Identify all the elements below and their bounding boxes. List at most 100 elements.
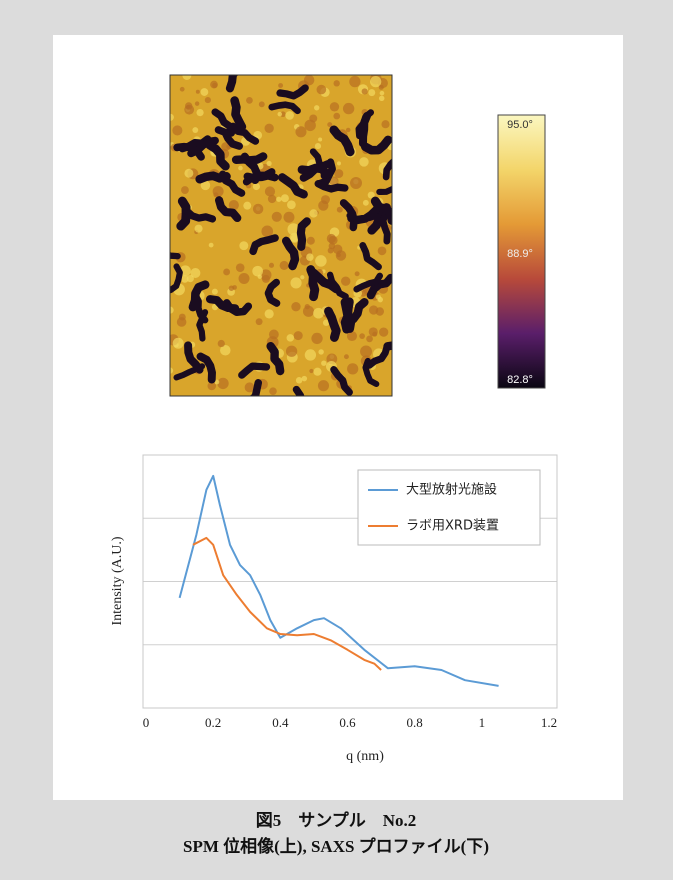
domain: [264, 278, 281, 307]
texture: [252, 203, 264, 215]
texture: [318, 137, 323, 142]
domain: [324, 306, 341, 342]
texture: [271, 211, 282, 222]
texture: [378, 84, 384, 90]
texture: [207, 381, 217, 391]
domain: [238, 362, 271, 379]
texture: [235, 263, 245, 272]
domain: [225, 75, 239, 93]
texture: [377, 246, 387, 256]
colorbar: [497, 114, 546, 389]
texture: [170, 113, 174, 121]
texture: [304, 304, 310, 310]
texture: [295, 126, 307, 138]
texture: [304, 349, 317, 361]
texture: [267, 194, 277, 204]
texture: [184, 168, 194, 178]
texture: [285, 111, 294, 120]
domain: [329, 125, 355, 157]
texture: [359, 333, 365, 339]
x-tick-label: 0.2: [205, 715, 221, 730]
domain: [205, 295, 240, 313]
texture: [179, 86, 185, 92]
texture: [190, 267, 201, 278]
texture: [359, 157, 369, 167]
texture: [264, 123, 274, 133]
texture: [321, 195, 330, 205]
texture: [361, 88, 368, 95]
domain: [249, 379, 263, 396]
texture: [182, 75, 192, 80]
texture: [335, 250, 347, 261]
y-axis-label: Intensity (A.U.): [110, 536, 125, 625]
texture: [362, 199, 369, 206]
domain: [370, 196, 392, 225]
domain: [277, 173, 308, 199]
texture: [340, 276, 351, 286]
texture: [278, 83, 284, 88]
texture: [264, 186, 276, 197]
texture: [347, 363, 359, 375]
texture: [268, 262, 275, 268]
texture: [379, 327, 389, 337]
texture: [327, 247, 334, 254]
texture: [172, 125, 183, 136]
domain: [266, 341, 285, 376]
texture: [318, 349, 324, 355]
texture: [217, 377, 229, 390]
texture: [208, 242, 214, 248]
texture: [304, 119, 316, 132]
texture: [346, 330, 358, 342]
texture: [258, 101, 265, 108]
texture: [291, 302, 301, 312]
legend-box: [357, 469, 541, 546]
texture: [329, 176, 339, 186]
scale-label: 400nm: [418, 371, 456, 385]
texture: [290, 277, 302, 289]
domain: [276, 84, 309, 100]
texture: [200, 88, 209, 96]
texture: [311, 332, 323, 345]
series-line: [178, 474, 499, 687]
domain: [184, 341, 204, 374]
texture: [300, 275, 305, 280]
domain: [326, 271, 349, 300]
texture: [342, 102, 355, 115]
texture: [313, 367, 322, 376]
domain: [343, 297, 356, 333]
texture: [370, 75, 382, 88]
texture: [221, 142, 231, 152]
texture: [172, 337, 184, 349]
domain: [170, 263, 183, 294]
domain: [382, 158, 392, 181]
domain: [353, 272, 383, 293]
texture: [333, 112, 341, 120]
texture: [243, 201, 252, 210]
domain: [249, 234, 279, 256]
texture: [211, 288, 218, 295]
texture: [195, 89, 200, 94]
domain: [170, 252, 181, 260]
texture: [350, 177, 362, 189]
texture: [326, 233, 336, 244]
domain: [330, 366, 353, 396]
texture: [345, 127, 351, 133]
texture: [252, 265, 264, 277]
texture: [277, 111, 283, 117]
domain: [314, 180, 349, 193]
texture: [322, 319, 330, 326]
domain: [240, 152, 261, 185]
domain: [292, 385, 305, 396]
domain: [191, 291, 209, 324]
caption: SPM 位相像(上), SAXS プロファイル(下): [183, 836, 489, 856]
texture: [336, 206, 343, 213]
domain: [376, 186, 392, 195]
texture: [309, 209, 318, 218]
texture: [266, 160, 272, 167]
texture: [336, 161, 342, 166]
texture: [232, 285, 237, 290]
texture: [181, 186, 189, 194]
texture: [368, 89, 376, 97]
texture: [212, 82, 218, 89]
